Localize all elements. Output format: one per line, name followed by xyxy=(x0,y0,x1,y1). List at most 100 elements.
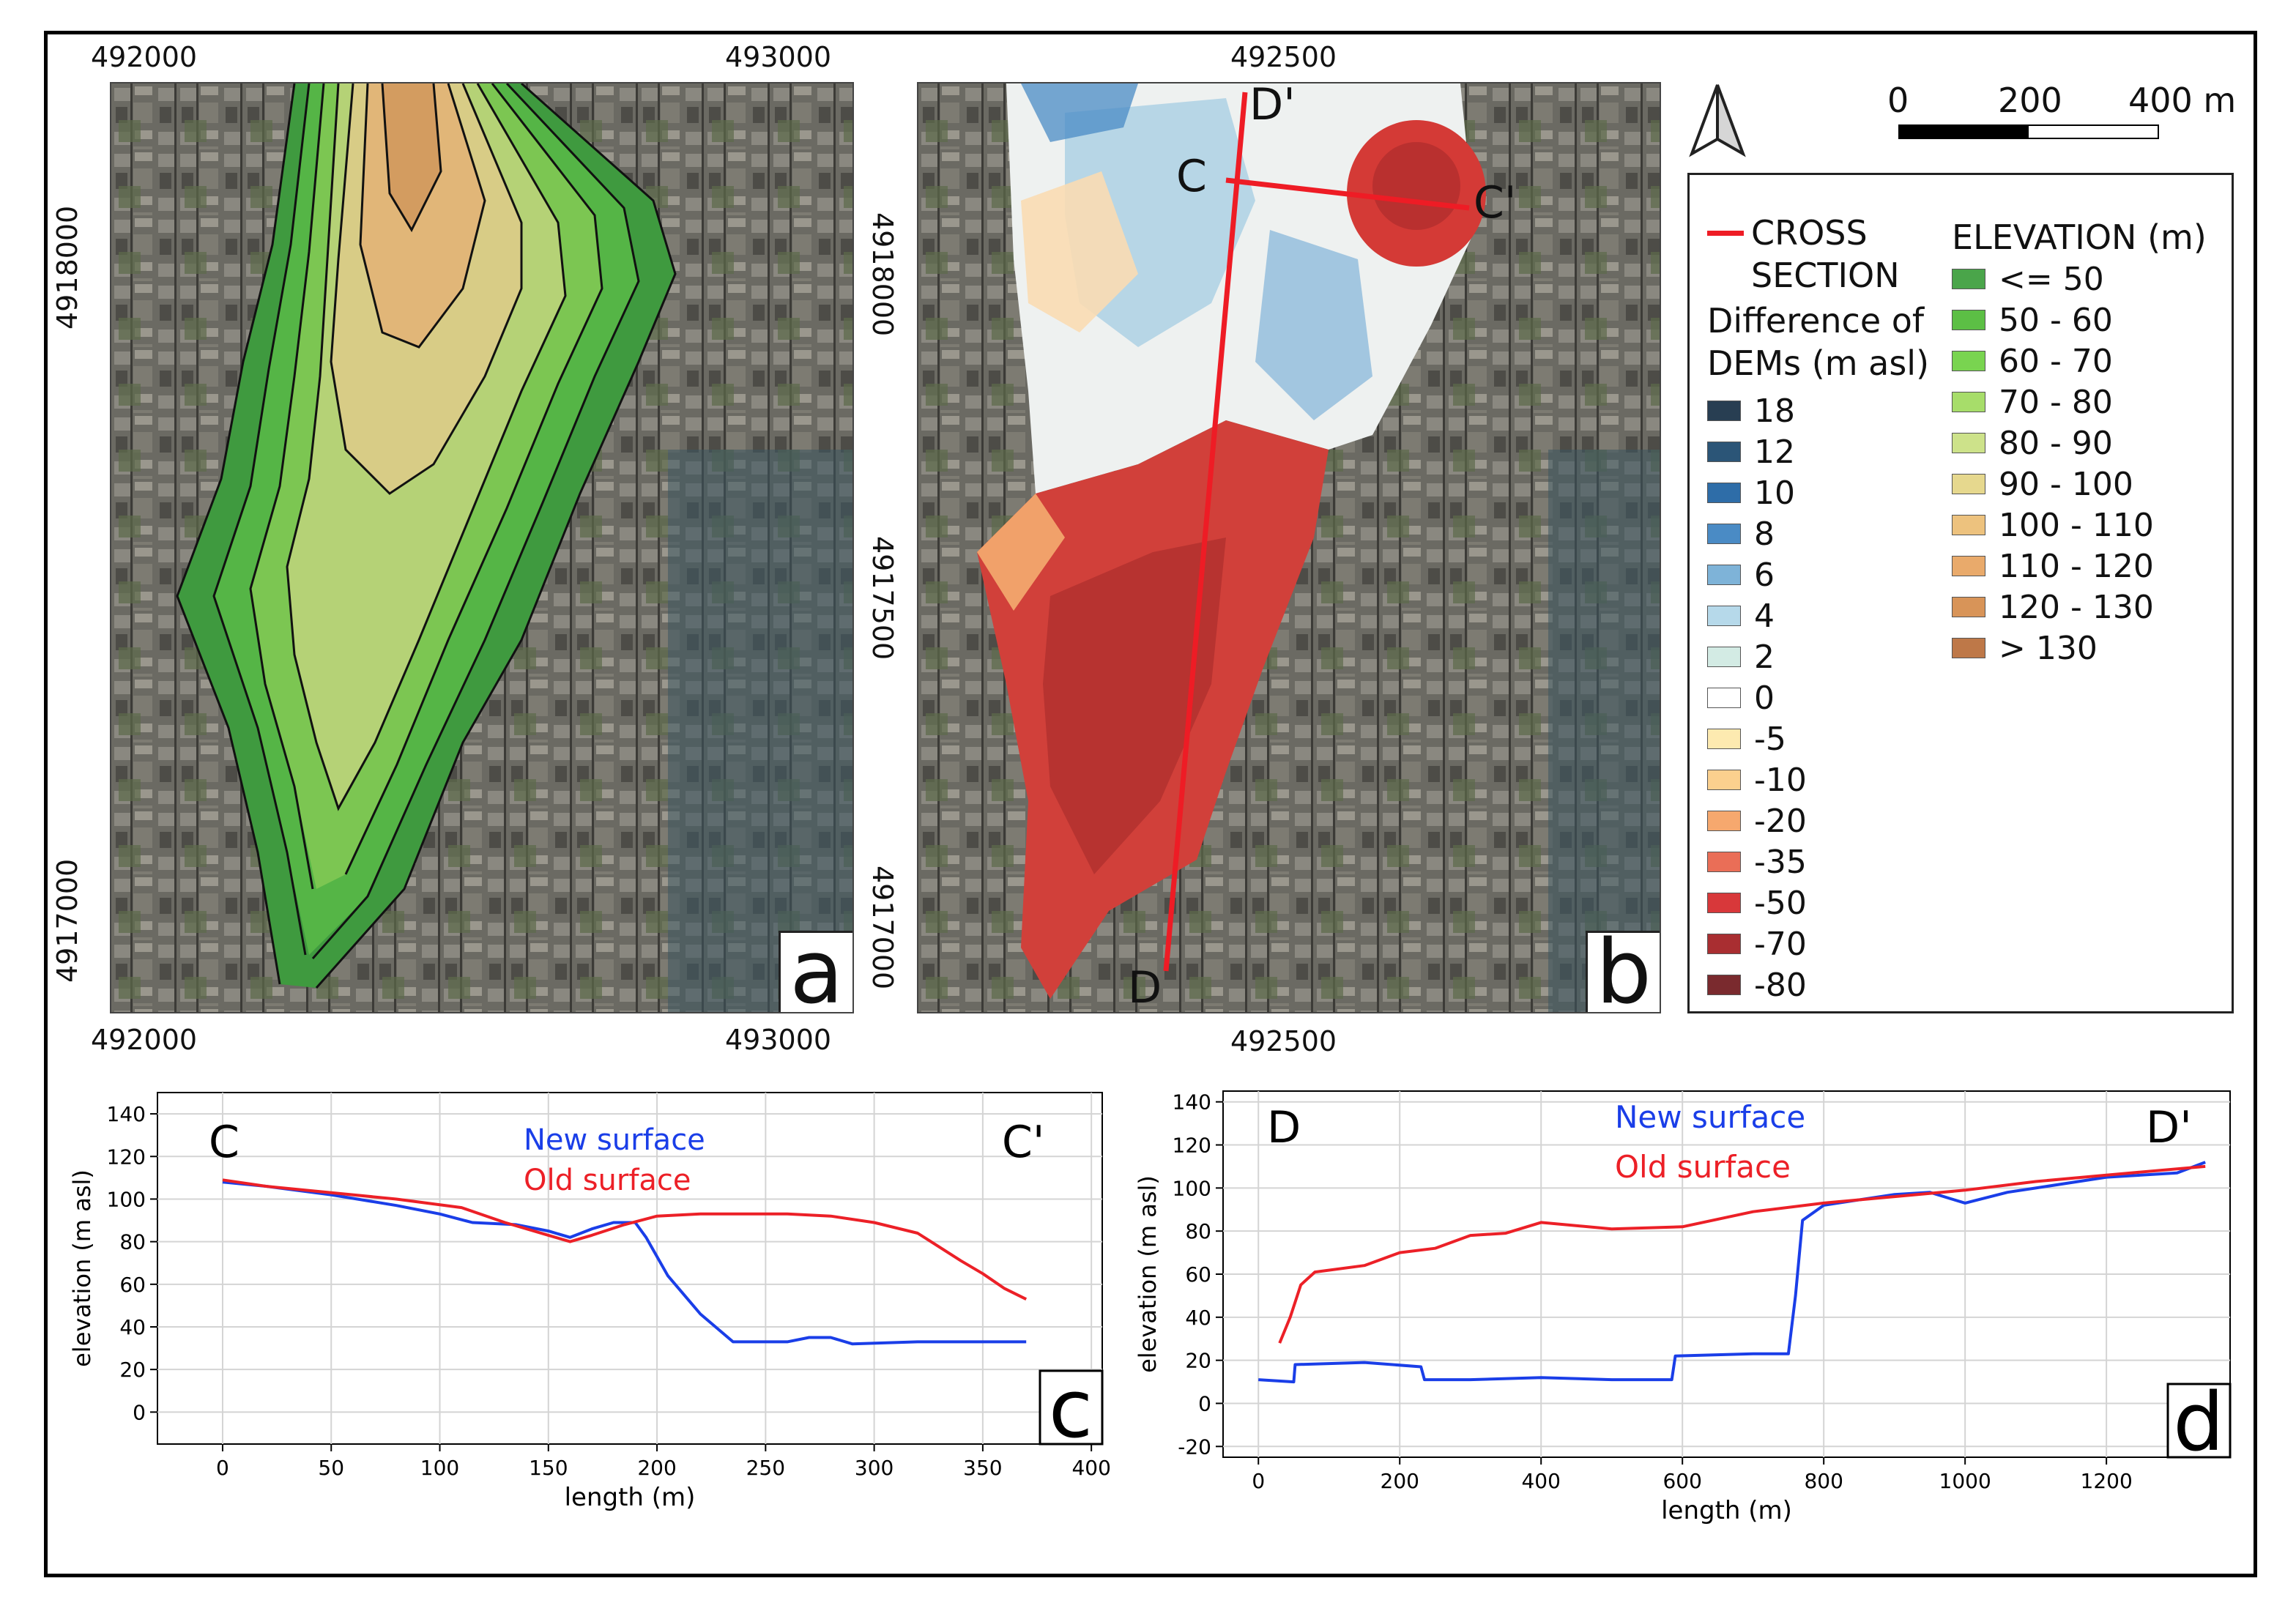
contour-lines xyxy=(176,83,677,989)
diff-legend-label: 4 xyxy=(1754,597,1775,635)
scale-label-200: 200 xyxy=(1998,81,2062,120)
elev-legend-swatch xyxy=(1952,351,1985,371)
y-tick-label: 140 xyxy=(107,1102,146,1126)
elev-legend-swatch xyxy=(1952,638,1985,658)
legend: CROSS SECTION Difference of DEMs (m asl)… xyxy=(1687,173,2234,1013)
elev-legend-item: 70 - 80 xyxy=(1952,382,2207,423)
legend-new-surface-d: New surface xyxy=(1615,1099,1805,1135)
elev-legend-label: 100 - 110 xyxy=(1999,506,2154,544)
diff-legend-swatch xyxy=(1707,934,1741,954)
diff-zone-negative-core xyxy=(1043,537,1226,874)
diff-zone-orange-2 xyxy=(977,494,1065,611)
diff-items: 18 12 10 8 6 4 2 0 -5 -10 -20 -35 -50 -70 -80 xyxy=(1707,390,1929,1005)
diff-legend-item: 0 xyxy=(1707,677,1929,718)
elev-legend-label: 90 - 100 xyxy=(1999,465,2133,503)
cross-section-chart-d: 0 200 400 600 800 1000 1200 -20 0 20 40 60 80 100 120 1… xyxy=(1135,1090,2232,1525)
x-tick-label: 400 xyxy=(1071,1456,1110,1480)
y-tick-label: 20 xyxy=(1185,1349,1211,1373)
cross-section-swatch xyxy=(1707,230,1744,236)
cross-section-line1: CROSS xyxy=(1751,213,1868,253)
diff-legend-label: 10 xyxy=(1754,474,1795,512)
elev-legend-swatch xyxy=(1952,556,1985,576)
y-axis-label: elevation (m asl) xyxy=(1135,1175,1162,1373)
a-y-lower: 4917000 xyxy=(51,858,83,983)
x-tick-label: 150 xyxy=(529,1456,568,1480)
diff-zone-blue-3 xyxy=(1021,83,1138,142)
harbor-water xyxy=(668,450,852,1012)
x-axis-label: length (m) xyxy=(565,1483,696,1512)
plot-area xyxy=(157,1092,1103,1445)
diff-legend-label: -10 xyxy=(1754,761,1807,799)
diff-legend-item: -35 xyxy=(1707,841,1929,882)
map-panel-b: D' C C' D b xyxy=(917,82,1661,1013)
elev-legend-label: 50 - 60 xyxy=(1999,301,2113,339)
a-x-bottom-left: 492000 xyxy=(91,1024,198,1056)
y-tick-label: 20 xyxy=(119,1358,146,1382)
diff-legend-swatch xyxy=(1707,483,1741,503)
diff-legend-label: 8 xyxy=(1754,515,1775,553)
diff-legend-label: -70 xyxy=(1754,925,1807,963)
diff-legend-item: 6 xyxy=(1707,554,1929,595)
elev-zone-110-120 xyxy=(382,83,441,230)
diff-legend-swatch xyxy=(1707,729,1741,749)
series-line-old-surface xyxy=(222,1178,1028,1301)
x-tick-label: 300 xyxy=(855,1456,893,1480)
diff-legend-label: -20 xyxy=(1754,802,1807,840)
diff-zone-orange-1 xyxy=(1021,171,1138,332)
elev-legend-swatch xyxy=(1952,392,1985,412)
elev-legend-item: > 130 xyxy=(1952,628,2207,669)
y-tick-label: -20 xyxy=(1178,1435,1211,1459)
y-tick-label: 120 xyxy=(107,1145,146,1169)
cross-section-chart-c: 0 50 100 150 200 250 300 350 400 0 20 40 60 80 100 120 1… xyxy=(68,1092,1111,1512)
diff-legend-swatch xyxy=(1707,852,1741,872)
map-panel-a: a xyxy=(110,82,854,1013)
elev-legend-item: 50 - 60 xyxy=(1952,299,2207,341)
cross-section-line2: SECTION xyxy=(1751,256,1900,295)
diff-legend-swatch xyxy=(1707,647,1741,667)
diff-zone-blue-2 xyxy=(1255,230,1372,420)
diff-legend-item: 8 xyxy=(1707,513,1929,554)
legend-new-surface: New surface xyxy=(524,1123,705,1157)
legend-elevation: ELEVATION (m) <= 50 50 - 60 60 - 70 70 - 80… xyxy=(1952,216,2207,669)
y-axis-label: elevation (m asl) xyxy=(68,1169,96,1367)
b-y-middle: 4917500 xyxy=(866,536,899,661)
panel-letter-b: b xyxy=(1586,929,1660,1012)
elev-legend-label: 60 - 70 xyxy=(1999,342,2113,380)
elev-legend-swatch xyxy=(1952,515,1985,535)
elev-legend-label: 80 - 90 xyxy=(1999,424,2113,462)
y-tick-label: 80 xyxy=(1185,1219,1211,1243)
scale-label-400: 400 m xyxy=(2128,81,2237,120)
elev-legend-swatch xyxy=(1952,597,1985,617)
map-a-drawing xyxy=(111,83,852,1012)
b-y-lower: 4917000 xyxy=(866,866,899,990)
a-y-upper: 4918000 xyxy=(51,205,83,330)
diff-legend-item: 12 xyxy=(1707,431,1929,472)
scale-bar xyxy=(1898,124,2159,139)
x-tick-label: 1000 xyxy=(1939,1469,1991,1493)
diff-legend-item: -50 xyxy=(1707,882,1929,923)
elev-legend-item: <= 50 xyxy=(1952,258,2207,299)
diff-legend-label: 6 xyxy=(1754,556,1775,594)
scale-label-0: 0 xyxy=(1887,81,1909,120)
panel-letter-d: d xyxy=(2173,1375,2224,1469)
diff-legend-item: -20 xyxy=(1707,800,1929,841)
x-tick-label: 400 xyxy=(1521,1469,1560,1493)
a-x-top-right: 493000 xyxy=(725,41,832,73)
diff-legend-swatch xyxy=(1707,975,1741,995)
y-tick-label: 40 xyxy=(1185,1306,1211,1330)
legend-cross-section: CROSS SECTION xyxy=(1707,212,1900,297)
diff-legend-swatch xyxy=(1707,688,1741,708)
elev-legend-item: 60 - 70 xyxy=(1952,341,2207,382)
diff-legend-swatch xyxy=(1707,524,1741,544)
y-tick-label: 140 xyxy=(1173,1090,1211,1115)
diff-legend-swatch xyxy=(1707,401,1741,421)
x-tick-label: 100 xyxy=(420,1456,459,1480)
elev-legend-label: 120 - 130 xyxy=(1999,588,2154,626)
diff-legend-item: 4 xyxy=(1707,595,1929,636)
diff-legend-swatch xyxy=(1707,442,1741,462)
diff-legend-label: 18 xyxy=(1754,392,1795,430)
label-c: C xyxy=(1176,151,1207,202)
chart-d-start-label: D xyxy=(1267,1102,1301,1153)
x-tick-label: 250 xyxy=(746,1456,785,1480)
elev-legend-label: > 130 xyxy=(1999,629,2098,667)
